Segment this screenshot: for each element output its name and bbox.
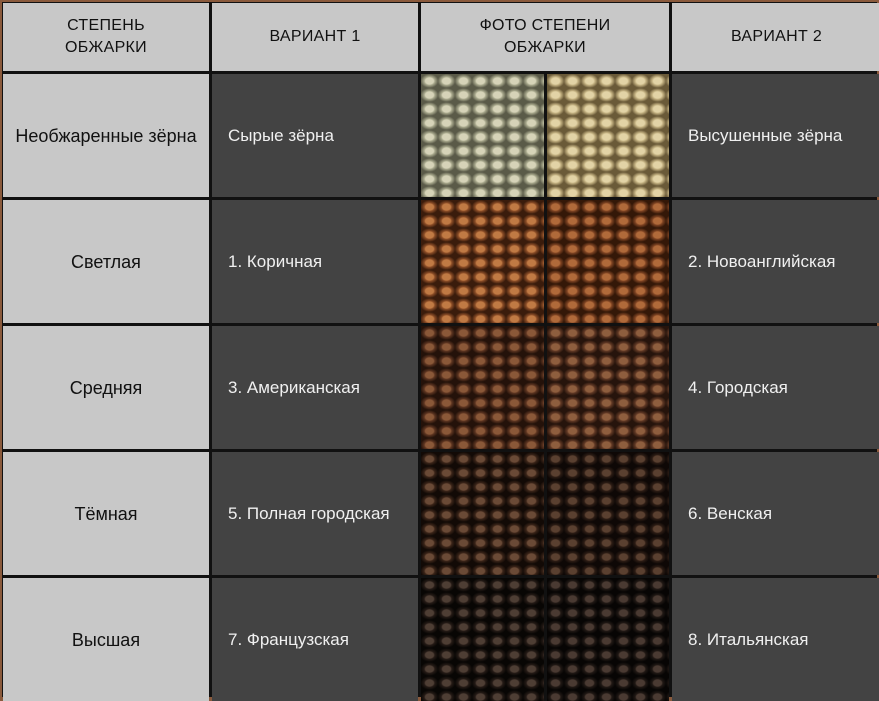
variant-1-cell: 1. Коричная <box>212 200 418 323</box>
coffee-beans-image <box>421 326 544 449</box>
variant-1-cell: 5. Полная городская <box>212 452 418 575</box>
coffee-beans-image <box>546 326 669 449</box>
variant-1-cell: 3. Американская <box>212 326 418 449</box>
coffee-beans-image <box>546 200 669 323</box>
coffee-beans-image <box>546 74 669 197</box>
roast-photo <box>421 452 669 575</box>
roast-level-cell: Необжаренные зёрна <box>3 74 209 197</box>
variant-2-cell: 2. Новоанглийская <box>672 200 879 323</box>
variant-1-cell: Сырые зёрна <box>212 74 418 197</box>
roast-photo <box>421 74 669 197</box>
variant-2-cell: Высушенные зёрна <box>672 74 879 197</box>
header-variant-1: ВАРИАНТ 1 <box>212 3 418 71</box>
roast-level-cell: Тёмная <box>3 452 209 575</box>
header-variant-2: ВАРИАНТ 2 <box>672 3 879 71</box>
coffee-beans-image <box>421 74 544 197</box>
header-roast-level: СТЕПЕНЬ ОБЖАРКИ <box>3 3 209 71</box>
coffee-beans-image <box>421 452 544 575</box>
coffee-beans-image <box>421 200 544 323</box>
variant-2-cell: 8. Итальянская <box>672 578 879 701</box>
coffee-beans-image <box>546 578 669 701</box>
roast-level-cell: Средняя <box>3 326 209 449</box>
variant-2-cell: 4. Городская <box>672 326 879 449</box>
roast-photo <box>421 326 669 449</box>
roast-level-cell: Высшая <box>3 578 209 701</box>
roast-level-cell: Светлая <box>3 200 209 323</box>
roast-photo <box>421 578 669 701</box>
roast-photo <box>421 200 669 323</box>
coffee-beans-image <box>546 452 669 575</box>
variant-1-cell: 7. Французская <box>212 578 418 701</box>
coffee-beans-image <box>421 578 544 701</box>
header-photo: ФОТО СТЕПЕНИ ОБЖАРКИ <box>421 3 669 71</box>
variant-2-cell: 6. Венская <box>672 452 879 575</box>
